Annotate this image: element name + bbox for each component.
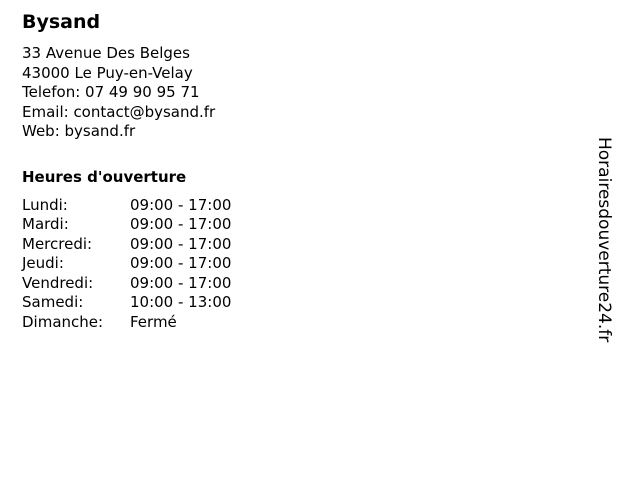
table-row: Jeudi: 09:00 - 17:00 [22,254,231,274]
table-row: Lundi: 09:00 - 17:00 [22,196,231,216]
address-city: 43000 Le Puy-en-Velay [22,63,193,82]
day-label: Mardi: [22,215,69,234]
day-label: Dimanche: [22,313,104,332]
day-hours: 09:00 - 17:00 [130,234,232,253]
day-label: Samedi: [22,293,84,312]
day-hours: 09:00 - 17:00 [130,215,232,234]
page-title: Bysand [22,11,101,33]
day-hours: 09:00 - 17:00 [130,195,232,214]
day-label: Mercredi: [22,234,93,253]
day-label: Lundi: [22,195,68,214]
opening-hours-table: Lundi: 09:00 - 17:00 Mardi: 09:00 - 17:0… [22,196,231,333]
day-hours: 09:00 - 17:00 [130,273,232,292]
source-watermark: Horairesdouverture24.fr [594,137,614,343]
table-row: Vendredi: 09:00 - 17:00 [22,274,231,294]
web-line: Web: bysand.fr [22,122,136,140]
day-label: Vendredi: [22,273,94,292]
day-hours: 10:00 - 13:00 [130,293,232,312]
day-label: Jeudi: [22,254,64,273]
table-row: Mardi: 09:00 - 17:00 [22,215,231,235]
opening-hours-heading: Heures d'ouverture [22,167,187,186]
day-hours: 09:00 - 17:00 [130,254,232,273]
phone-line: Telefon: 07 49 90 95 71 [22,83,200,101]
table-row: Samedi: 10:00 - 13:00 [22,293,231,313]
address-street: 33 Avenue Des Belges [22,44,190,62]
day-hours: Fermé [130,313,177,332]
address-block: 33 Avenue Des Belges 43000 Le Puy-en-Vel… [22,44,582,142]
table-row: Dimanche: Fermé [22,313,231,333]
business-hours-card: Bysand 33 Avenue Des Belges 43000 Le Puy… [22,10,582,333]
table-row: Mercredi: 09:00 - 17:00 [22,235,231,255]
email-line: Email: contact@bysand.fr [22,102,216,121]
